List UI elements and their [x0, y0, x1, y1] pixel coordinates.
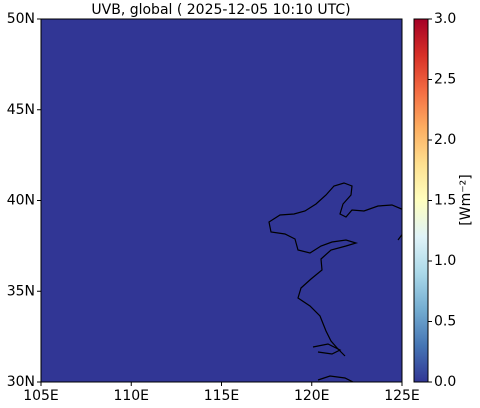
colorbar-tick-label: 0.0 — [434, 374, 456, 390]
colorbar-tick-label: 3.0 — [434, 11, 456, 27]
chart-title: UVB, global ( 2025-12-05 10:10 UTC) — [91, 2, 350, 18]
colorbar-tick-label: 0.5 — [434, 314, 456, 330]
y-tick-label: 45N — [7, 102, 35, 118]
colorbar-tick-label: 1.5 — [434, 193, 456, 209]
coastline — [268, 182, 402, 382]
field-cell — [41, 19, 402, 382]
y-tick-label: 35N — [7, 283, 35, 299]
colorbar-label: [Wm⁻²] — [458, 174, 474, 225]
x-tick-label: 120E — [294, 388, 330, 404]
x-tick-label: 105E — [23, 388, 59, 404]
x-tick-label: 110E — [113, 388, 149, 404]
y-tick-label: 30N — [7, 374, 35, 390]
colorbar-tick-label: 2.0 — [434, 132, 456, 148]
colorbar: 0.0 0.5 1.0 1.5 2.0 2.5 3.0 — [413, 11, 456, 390]
colorbar-tick-label: 1.0 — [434, 253, 456, 269]
y-tick-label: 50N — [7, 11, 35, 27]
x-tick-label: 115E — [204, 388, 240, 404]
y-tick-label: 40N — [7, 193, 35, 209]
colorbar-fill — [413, 18, 429, 383]
map-field — [41, 19, 402, 382]
colorbar-tick-label: 2.5 — [434, 72, 456, 88]
x-tick-label: 125E — [384, 388, 420, 404]
